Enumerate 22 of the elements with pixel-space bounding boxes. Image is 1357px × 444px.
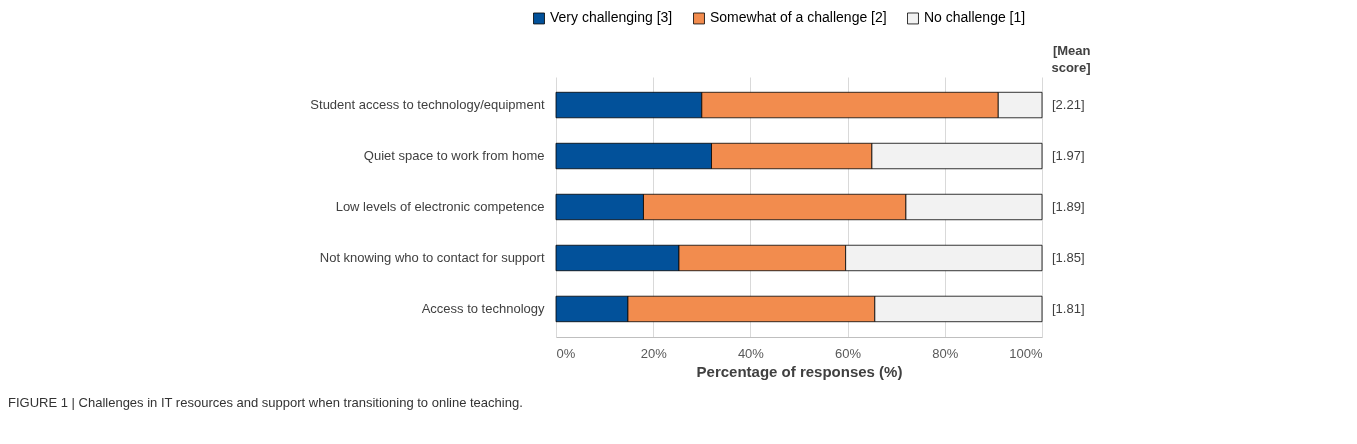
y-tick-label: Quiet space to work from home (363, 148, 545, 164)
text: [1.97] (1052, 148, 1085, 164)
caption: FIGURE 1 | Challenges in IT resources and support when transitioning to online teaching. (8, 395, 523, 410)
x-tick-label: 20% (640, 345, 668, 361)
x-tick-label: 40% (737, 345, 765, 361)
text: [Mean score] (1051, 42, 1091, 75)
x-tick-label: 100% (1009, 345, 1043, 361)
text: [1.85] (1052, 249, 1085, 265)
y-tick-label: Low levels of electronic competence (335, 199, 545, 214)
x-tick-label: 60% (835, 345, 862, 361)
x-axis-title: Percentage of responses (%) (696, 362, 903, 380)
legend-label: Very challenging [3] (550, 9, 673, 26)
x-tick-label: 80% (932, 345, 959, 361)
legend-label: No challenge [1] (924, 9, 1026, 26)
legend-label: Somewhat of a challenge [2] (710, 9, 887, 26)
y-tick-label: Student access to technology/equipment (310, 97, 545, 113)
y-tick-label: Access to technology (421, 300, 545, 316)
text: [1.89] (1052, 199, 1085, 214)
text: [1.81] (1052, 300, 1085, 316)
text: [2.21] (1052, 97, 1085, 113)
y-tick-label: Not knowing who to contact for support (319, 249, 545, 265)
x-tick-label: 0% (556, 345, 576, 361)
